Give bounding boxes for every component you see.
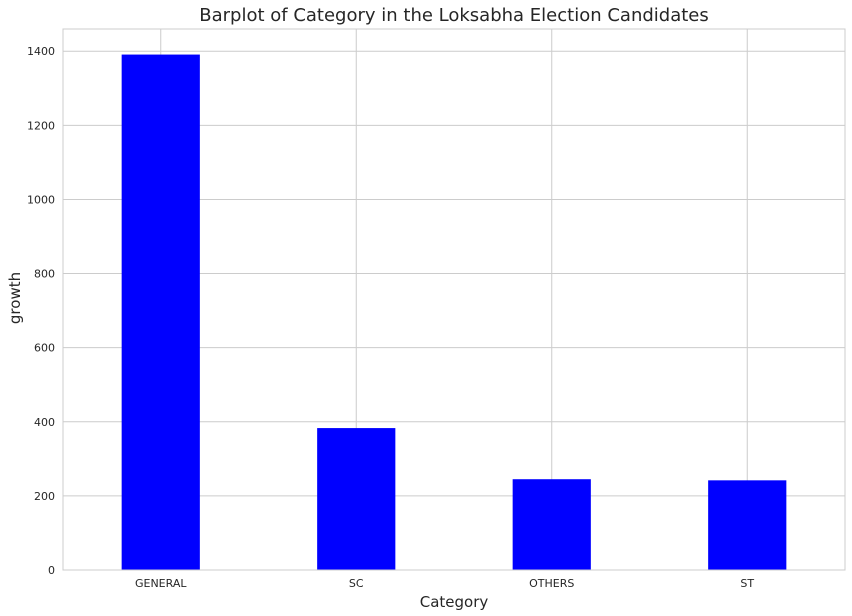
y-tick-label: 1400 [27, 45, 55, 58]
bar-st [708, 480, 787, 570]
bar-others [512, 479, 591, 570]
x-gridlines [160, 29, 748, 570]
y-axis-label: growth [6, 272, 24, 324]
bars [121, 54, 787, 570]
x-axis-label: Category [420, 593, 489, 611]
x-tick-label: ST [740, 577, 754, 590]
plot-frame [62, 28, 846, 571]
y-tick-label: 400 [34, 416, 55, 429]
x-tick-labels: GENERAL SC OTHERS ST [135, 577, 754, 590]
x-tick-label: OTHERS [529, 577, 574, 590]
bar-sc [317, 428, 396, 570]
y-tick-label: 0 [48, 564, 55, 577]
y-tick-label: 800 [34, 268, 55, 281]
x-tick-label: SC [349, 577, 364, 590]
chart-title: Barplot of Category in the Loksabha Elec… [199, 5, 709, 26]
y-tick-label: 200 [34, 490, 55, 503]
x-tick-label: GENERAL [135, 577, 187, 590]
y-tick-label: 1200 [27, 119, 55, 132]
y-tick-label: 600 [34, 342, 55, 355]
y-tick-label: 1000 [27, 193, 55, 206]
y-tick-labels: 0 200 400 600 800 1000 1200 1400 [27, 45, 55, 577]
bar-general [121, 54, 200, 570]
